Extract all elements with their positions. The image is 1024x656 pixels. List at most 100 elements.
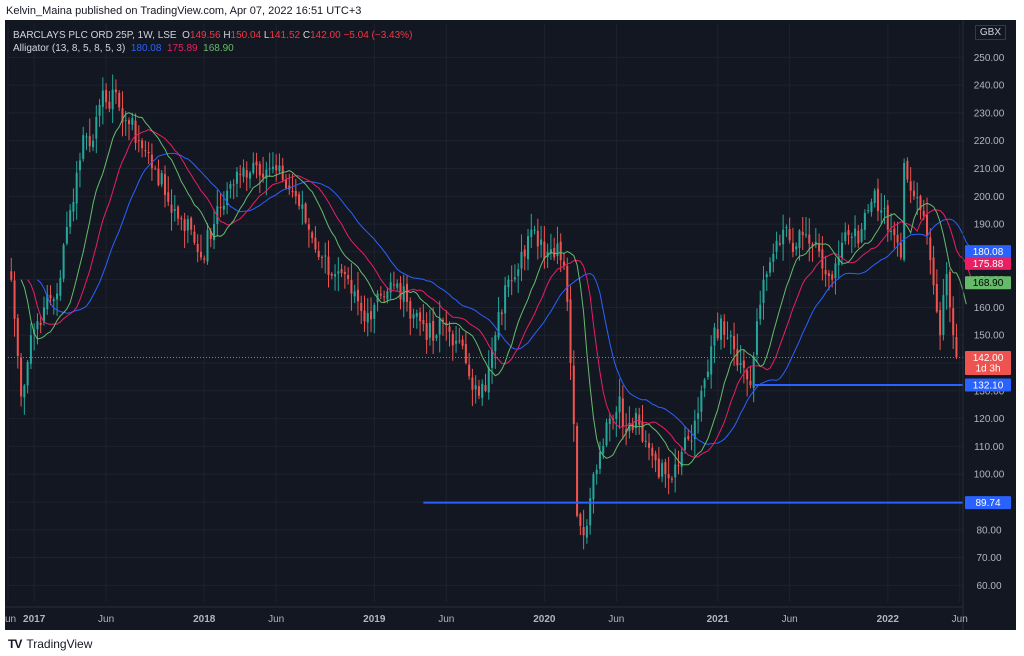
candle-body <box>396 283 399 288</box>
candle-body <box>16 317 19 356</box>
candle-body <box>311 232 314 239</box>
candle-body <box>700 390 703 412</box>
price-tick-label: 80.00 <box>976 525 1001 536</box>
candle-body <box>428 322 431 338</box>
time-tick-label: Jun <box>5 614 16 625</box>
candle-body <box>298 194 301 207</box>
price-badge <box>965 496 1011 510</box>
candle-body <box>919 196 922 211</box>
time-tick-label: 2021 <box>707 614 730 625</box>
alligator-teeth-line <box>27 129 974 458</box>
candle-body <box>78 160 81 171</box>
candle-body <box>409 301 412 319</box>
candle-body <box>29 335 32 364</box>
candle-body <box>59 278 62 296</box>
price-badge-label: 132.10 <box>973 380 1004 391</box>
candle-body <box>906 160 909 180</box>
candle-body <box>795 246 798 250</box>
close-label: C <box>302 30 311 41</box>
candle-body <box>680 451 683 467</box>
candle-body <box>402 286 405 302</box>
change-value: −5.04 (−3.43%) <box>343 30 413 41</box>
price-chart[interactable]: 60.0070.0080.0090.00100.00110.00120.0013… <box>5 20 1016 630</box>
candle-body <box>602 445 605 454</box>
high-value: 150.04 <box>230 30 262 41</box>
candle-body <box>556 243 559 256</box>
candle-body <box>170 204 173 213</box>
time-tick-label: Jun <box>268 614 284 625</box>
candle-body <box>497 312 500 338</box>
price-tick-label: 230.00 <box>974 108 1005 119</box>
candle-body <box>239 173 242 175</box>
candle-body <box>513 277 516 280</box>
brand-name[interactable]: TradingView <box>26 637 93 651</box>
candle-body <box>82 135 85 159</box>
currency-badge[interactable]: GBX <box>974 25 1006 40</box>
low-label: L <box>263 30 270 41</box>
candle-body <box>245 170 248 178</box>
candle-body <box>520 251 523 269</box>
candle-body <box>42 307 45 323</box>
candle-body <box>788 228 791 241</box>
candle-body <box>75 172 78 204</box>
candle-body <box>347 274 350 279</box>
candle-body <box>517 269 520 277</box>
candle-body <box>324 255 327 257</box>
price-tick-label: 250.00 <box>974 53 1005 64</box>
tradingview-logo-icon[interactable]: TV <box>8 637 22 651</box>
candle-body <box>644 440 647 442</box>
lips-value: 168.90 <box>203 43 234 54</box>
price-tick-label: 150.00 <box>974 331 1005 342</box>
price-tick-label: 110.00 <box>974 442 1004 453</box>
price-tick-label: 130.00 <box>974 386 1005 397</box>
candle-body <box>105 90 108 103</box>
candle-body <box>510 280 513 282</box>
candle-body <box>226 190 229 206</box>
candle-body <box>831 274 834 280</box>
candle-body <box>618 396 621 413</box>
candle-body <box>111 89 114 110</box>
candle-body <box>366 313 369 323</box>
candle-body <box>922 210 925 216</box>
indicator-name[interactable]: Alligator (13, 8, 5, 8, 5, 3) <box>13 43 126 54</box>
candle-body <box>791 242 794 252</box>
open-value: 149.56 <box>189 30 221 41</box>
candle-body <box>249 172 252 179</box>
candle-body <box>141 140 144 149</box>
chart-frame[interactable]: BARCLAYS PLC ORD 25P, 1W, LSE O149.56 H1… <box>5 20 1016 630</box>
candle-body <box>912 190 915 197</box>
jaw-value: 180.08 <box>130 43 162 54</box>
candle-body <box>500 312 503 315</box>
candle-body <box>160 173 163 185</box>
candle-body <box>808 234 811 244</box>
candle-body <box>46 294 49 310</box>
symbol-name[interactable]: BARCLAYS PLC ORD 25P, 1W, LSE <box>13 30 177 41</box>
candle-body <box>605 422 608 446</box>
candle-body <box>360 302 363 311</box>
candle-body <box>392 284 395 286</box>
candle-body <box>929 237 932 261</box>
candle-body <box>144 150 147 152</box>
alligator-lips-line <box>20 112 967 466</box>
candle-body <box>271 166 274 170</box>
candle-body <box>137 140 140 142</box>
candle-body <box>471 377 474 390</box>
candle-body <box>487 367 490 393</box>
time-tick-label: 2017 <box>23 614 46 625</box>
candle-body <box>546 251 549 258</box>
candle-body <box>683 437 687 450</box>
candle-body <box>464 343 467 364</box>
candle-body <box>746 370 749 380</box>
candle-body <box>706 371 709 378</box>
candle-body <box>739 363 742 366</box>
candle-body <box>432 320 435 341</box>
candle-body <box>661 463 664 477</box>
alligator-jaw-line <box>37 152 984 445</box>
candle-body <box>177 206 180 219</box>
candle-body <box>893 228 896 236</box>
price-badge-label: 175.88 <box>973 259 1004 270</box>
price-badge <box>965 378 1011 392</box>
candle-body <box>258 163 261 176</box>
price-badge-countdown: 1d 3h <box>975 363 1000 374</box>
teeth-value: 175.89 <box>167 43 198 54</box>
